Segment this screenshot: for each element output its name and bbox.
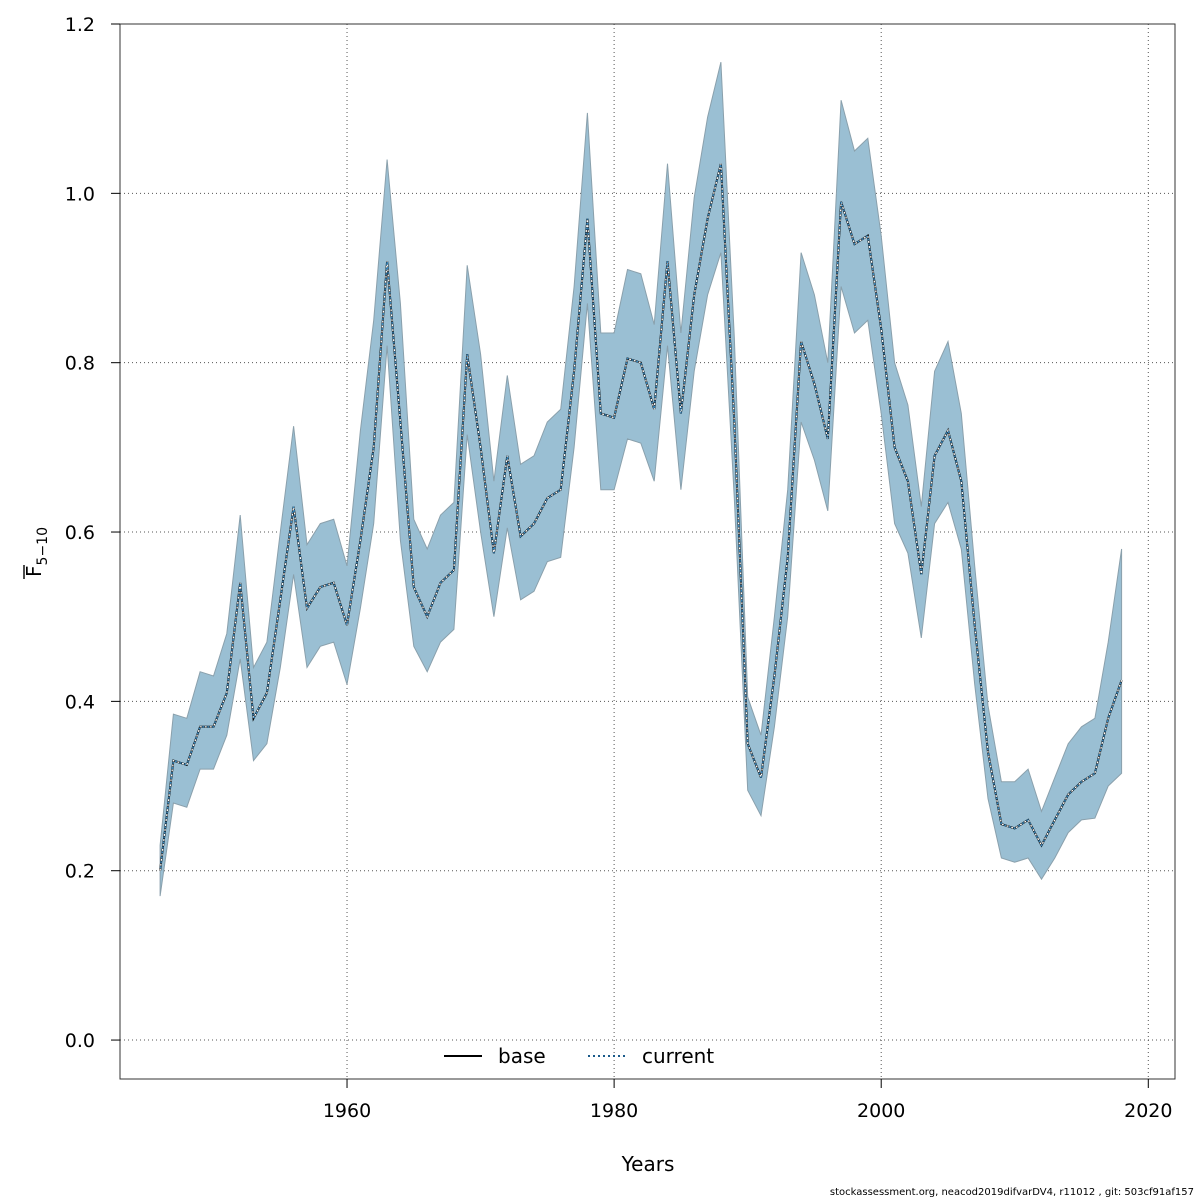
y-axis-title-main: F [22,565,46,577]
legend-base-label: base [498,1044,546,1068]
y-tick-label: 0.6 [65,522,95,544]
confidence-band-area [159,61,1123,897]
x-axis-title: Years [621,1152,675,1176]
x-tick-label: 1980 [590,1100,638,1122]
footer-note: stockassessment.org, neacod2019difvarDV4… [829,1187,1194,1198]
axes [119,23,1176,1080]
y-tick-label: 0.4 [65,691,95,713]
y-axis-title-subscript: 5−10 [35,527,51,565]
series-lines [159,163,1123,871]
y-tick-label: 1.0 [65,183,95,205]
legend: base current [444,1044,714,1068]
x-tick-label: 2020 [1124,1100,1172,1122]
x-tick-label: 1960 [323,1100,371,1122]
x-tick-label: 2000 [857,1100,905,1122]
y-axis-title: F5−10 [22,527,51,579]
legend-current-label: current [642,1044,714,1068]
series-current-line [159,163,1123,871]
ticks: 1960 1980 2000 2020 0.0 0.2 0.4 0.6 0.8 1.0 1.2 [65,14,1173,1122]
plot-frame [119,23,1176,1080]
y-tick-label: 0.0 [65,1030,95,1052]
svg-text:F5−10: F5−10 [22,527,51,577]
confidence-band [159,61,1123,897]
y-tick-label: 1.2 [65,14,95,36]
y-tick-label: 0.2 [65,861,95,883]
y-tick-label: 0.8 [65,353,95,375]
series-current-line-gap [159,163,1123,871]
